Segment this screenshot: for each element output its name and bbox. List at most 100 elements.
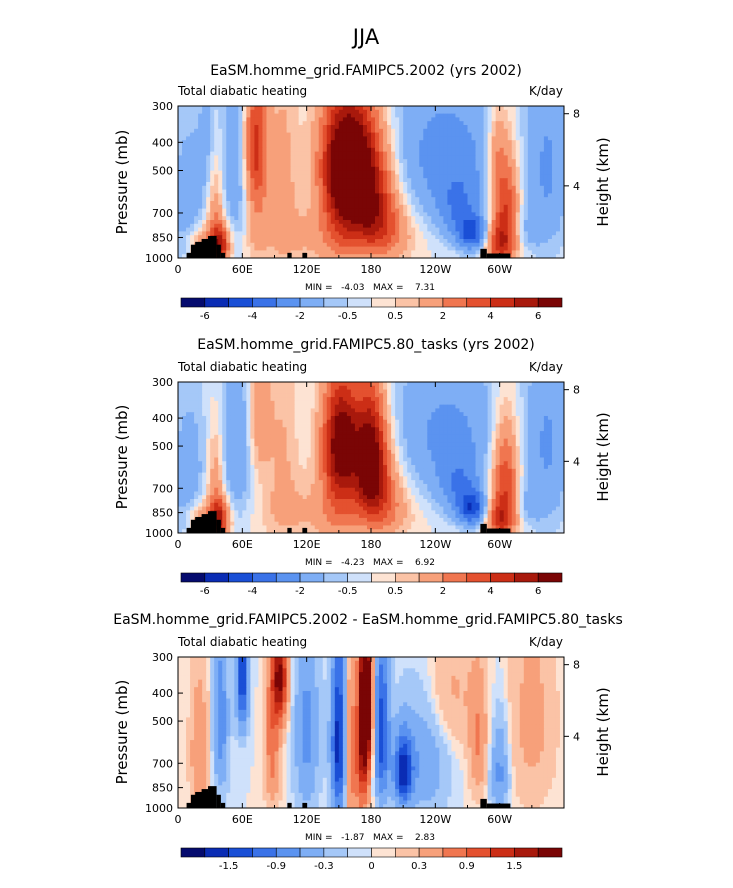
heatmap-cell — [535, 415, 541, 421]
heatmap-cell — [258, 182, 263, 187]
heatmap-cell — [334, 140, 340, 145]
heatmap-cell — [338, 212, 344, 217]
heatmap-cell — [487, 408, 493, 413]
heatmap-cell — [358, 182, 364, 187]
heatmap-cell — [415, 201, 420, 206]
heatmap-cell — [531, 121, 537, 126]
heatmap-cell — [270, 185, 275, 190]
heatmap-cell — [451, 242, 456, 247]
heatmap-cell — [234, 178, 239, 183]
colorbar-swatch — [395, 297, 420, 308]
heatmap-cell — [182, 239, 187, 244]
heatmap-cell — [391, 239, 396, 244]
heatmap-cell — [334, 193, 340, 198]
heatmap-cell — [214, 385, 219, 390]
heatmap-cell — [415, 189, 420, 194]
heatmap-cell — [399, 117, 404, 122]
heatmap-cell — [338, 178, 344, 183]
heatmap-cell — [330, 220, 336, 225]
heatmap-cell — [358, 397, 364, 402]
heatmap-cell — [443, 404, 448, 409]
heatmap-cell — [559, 128, 565, 133]
heatmap-cell — [547, 393, 553, 398]
heatmap-cell — [519, 136, 525, 141]
heatmap-cell — [354, 235, 360, 240]
heatmap-cell — [222, 227, 227, 232]
heatmap-cell — [270, 393, 275, 398]
heatmap-cell — [547, 151, 553, 156]
heatmap-cell — [310, 404, 316, 409]
heatmap-cell — [234, 404, 239, 409]
heatmap-cell — [451, 201, 456, 206]
heatmap-cell — [479, 242, 484, 247]
heatmap-cell — [214, 109, 219, 114]
heatmap-cell — [214, 166, 219, 171]
heatmap-cell — [487, 208, 493, 213]
x-tick-label: 180 — [361, 263, 382, 276]
heatmap-cell — [242, 220, 247, 225]
heatmap-cell — [338, 389, 344, 394]
heatmap-cell — [459, 132, 464, 137]
heatmap-cell — [451, 128, 456, 133]
heatmap-cell — [178, 212, 183, 217]
heatmap-cell — [342, 117, 348, 122]
heatmap-cell — [535, 140, 541, 145]
heatmap-cell — [487, 193, 493, 198]
height-tick-label: 8 — [573, 108, 580, 121]
heatmap-cell — [282, 419, 287, 424]
heatmap-cell — [338, 231, 344, 236]
heatmap-cell — [411, 212, 416, 217]
heatmap-cell — [471, 385, 476, 390]
heatmap-cell — [286, 231, 291, 236]
heatmap-cell — [515, 231, 521, 236]
heatmap-cell — [274, 113, 279, 118]
heatmap-cell — [298, 113, 304, 118]
heatmap-cell — [234, 155, 239, 160]
heatmap-cell — [459, 227, 464, 232]
heatmap-cell — [403, 385, 408, 390]
heatmap-cell — [282, 170, 287, 175]
heatmap-cell — [234, 231, 239, 236]
heatmap-cell — [539, 242, 545, 247]
heatmap-cell — [395, 212, 400, 217]
heatmap-cell — [391, 128, 396, 133]
heatmap-cell — [302, 125, 308, 130]
heatmap-cell — [266, 404, 271, 409]
heatmap-cell — [346, 197, 352, 202]
heatmap-cell — [395, 208, 400, 213]
heatmap-cell — [535, 128, 541, 133]
heatmap-cell — [555, 235, 561, 240]
heatmap-cell — [459, 415, 464, 421]
heatmap-cell — [246, 223, 251, 228]
heatmap-cell — [274, 382, 279, 387]
heatmap-cell — [214, 419, 219, 424]
heatmap-cell — [527, 189, 533, 194]
heatmap-cell — [551, 113, 557, 118]
heatmap-cell — [298, 174, 304, 179]
heatmap-cell — [222, 239, 227, 244]
heatmap-cell — [282, 382, 287, 387]
heatmap-cell — [334, 201, 340, 206]
heatmap-cell — [527, 250, 533, 255]
heatmap-cell — [547, 415, 553, 421]
heatmap-cell — [246, 147, 251, 152]
heatmap-cell — [479, 125, 484, 130]
heatmap-cell — [423, 166, 428, 171]
heatmap-cell — [218, 227, 223, 232]
heatmap-cell — [495, 242, 501, 247]
heatmap-cell — [451, 125, 456, 130]
heatmap-cell — [362, 385, 368, 390]
heatmap-cell — [318, 109, 324, 114]
heatmap-cell — [366, 400, 372, 406]
heatmap-cell — [278, 204, 283, 209]
heatmap-cell — [519, 185, 525, 190]
heatmap-cell — [182, 117, 187, 122]
heatmap-cell — [491, 144, 497, 149]
heatmap-cell — [234, 397, 239, 402]
heatmap-cell — [354, 212, 360, 217]
heatmap-cell — [354, 408, 360, 413]
heatmap-cell — [511, 113, 517, 118]
heatmap-cell — [350, 178, 356, 183]
heatmap-cell — [459, 242, 464, 247]
heatmap-cell — [266, 393, 271, 398]
